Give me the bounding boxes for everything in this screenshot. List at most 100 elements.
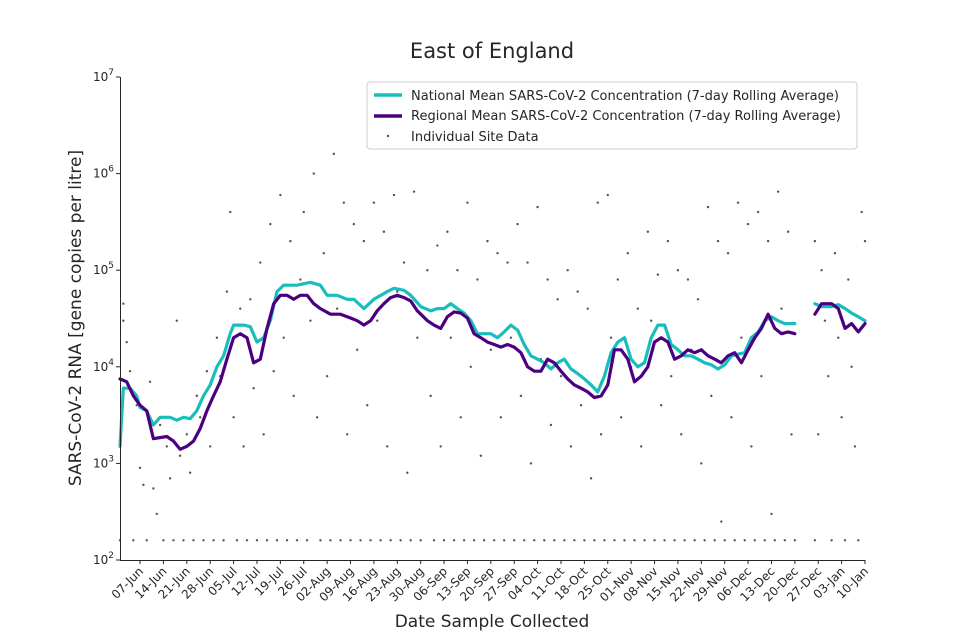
site-data-point [142,483,145,487]
site-data-point [543,539,546,542]
site-data-point [315,416,319,419]
site-data-point [683,539,686,542]
site-data-point [125,340,128,344]
site-data-point [723,539,726,542]
site-data-point [847,278,850,281]
site-data-point [823,319,827,322]
site-data-point [626,251,630,255]
site-data-point [840,416,843,419]
site-data-point [716,239,720,243]
legend-box [366,81,858,150]
site-data-point [549,423,553,427]
site-data-point [609,336,613,339]
site-data-point [616,278,619,281]
site-data-point [653,539,656,542]
site-data-point [843,539,847,542]
site-data-point [225,290,229,293]
site-data-point [516,222,519,226]
site-data-point [349,539,352,542]
site-data-point [419,539,422,542]
site-data-point [756,210,760,214]
site-data-point [472,539,476,542]
site-data-point [853,445,857,448]
site-data-point [623,539,626,542]
site-data-point [339,539,342,542]
site-data-point [165,445,168,448]
site-data-point [529,462,533,465]
legend-label-national: National Mean SARS-CoV-2 Concentration (… [411,89,839,104]
site-data-point [229,210,232,214]
site-data-point [569,445,573,448]
regional-mean-line [118,293,797,451]
site-data-point [670,374,673,378]
site-data-point [396,290,399,293]
site-data-point [252,387,255,390]
site-data-point [372,201,376,204]
site-data-point [239,307,242,310]
site-data-point [589,477,593,480]
site-data-point [185,433,189,436]
site-data-point [369,539,372,542]
site-data-point [449,336,452,339]
site-data-point [409,539,412,542]
site-data-point [713,539,716,542]
site-data-point [359,539,362,542]
site-data-point [439,445,442,448]
site-data-point [162,539,165,542]
national-mean-line [118,280,797,448]
site-data-point [269,222,272,226]
site-data-point [416,336,419,339]
site-data-point [265,539,269,542]
site-data-point [175,319,178,322]
site-data-point [606,193,609,197]
legend-label-regional: Regional Mean SARS-CoV-2 Concentration (… [411,109,841,124]
site-data-point [322,251,325,255]
site-data-point [352,222,356,226]
site-data-point [492,539,496,542]
site-data-point [442,539,446,542]
site-data-point [743,539,746,542]
site-data-point [693,539,696,542]
site-data-point [586,307,589,310]
site-data-point [533,539,536,542]
site-data-point [302,210,305,214]
site-data-point [138,466,142,470]
site-data-point [559,374,563,378]
site-data-point [766,239,770,243]
site-data-point [215,336,219,339]
site-data-point [178,454,182,457]
site-data-point [209,445,212,448]
site-data-point [673,539,676,542]
y-tick-label: 102 [93,551,114,567]
site-data-point [232,416,235,419]
site-data-point [583,539,586,542]
site-data-point [135,404,138,407]
site-data-point [496,251,499,255]
site-data-point [863,239,867,243]
site-data-point [780,307,783,310]
site-data-point [813,239,817,243]
site-data-point [205,370,209,373]
site-data-point [703,539,706,542]
site-data-point [279,193,282,197]
site-data-point [242,445,245,448]
y-tick-label: 105 [93,261,114,277]
site-data-point [860,210,863,214]
site-data-point [563,539,566,542]
site-data-point [295,539,299,542]
national-mean-line [813,302,867,323]
site-data-point [482,539,486,542]
site-data-point [770,512,773,516]
site-data-point [793,539,797,542]
y-tick-label: 106 [93,165,114,181]
site-data-point [740,336,743,339]
site-data-point [827,374,830,378]
site-data-point [289,239,292,243]
site-data-point [820,269,823,272]
site-data-point [329,539,332,542]
site-data-point [790,433,793,436]
site-data-point [730,416,733,419]
regional-mean-line [813,302,867,334]
site-data-point [663,539,666,542]
